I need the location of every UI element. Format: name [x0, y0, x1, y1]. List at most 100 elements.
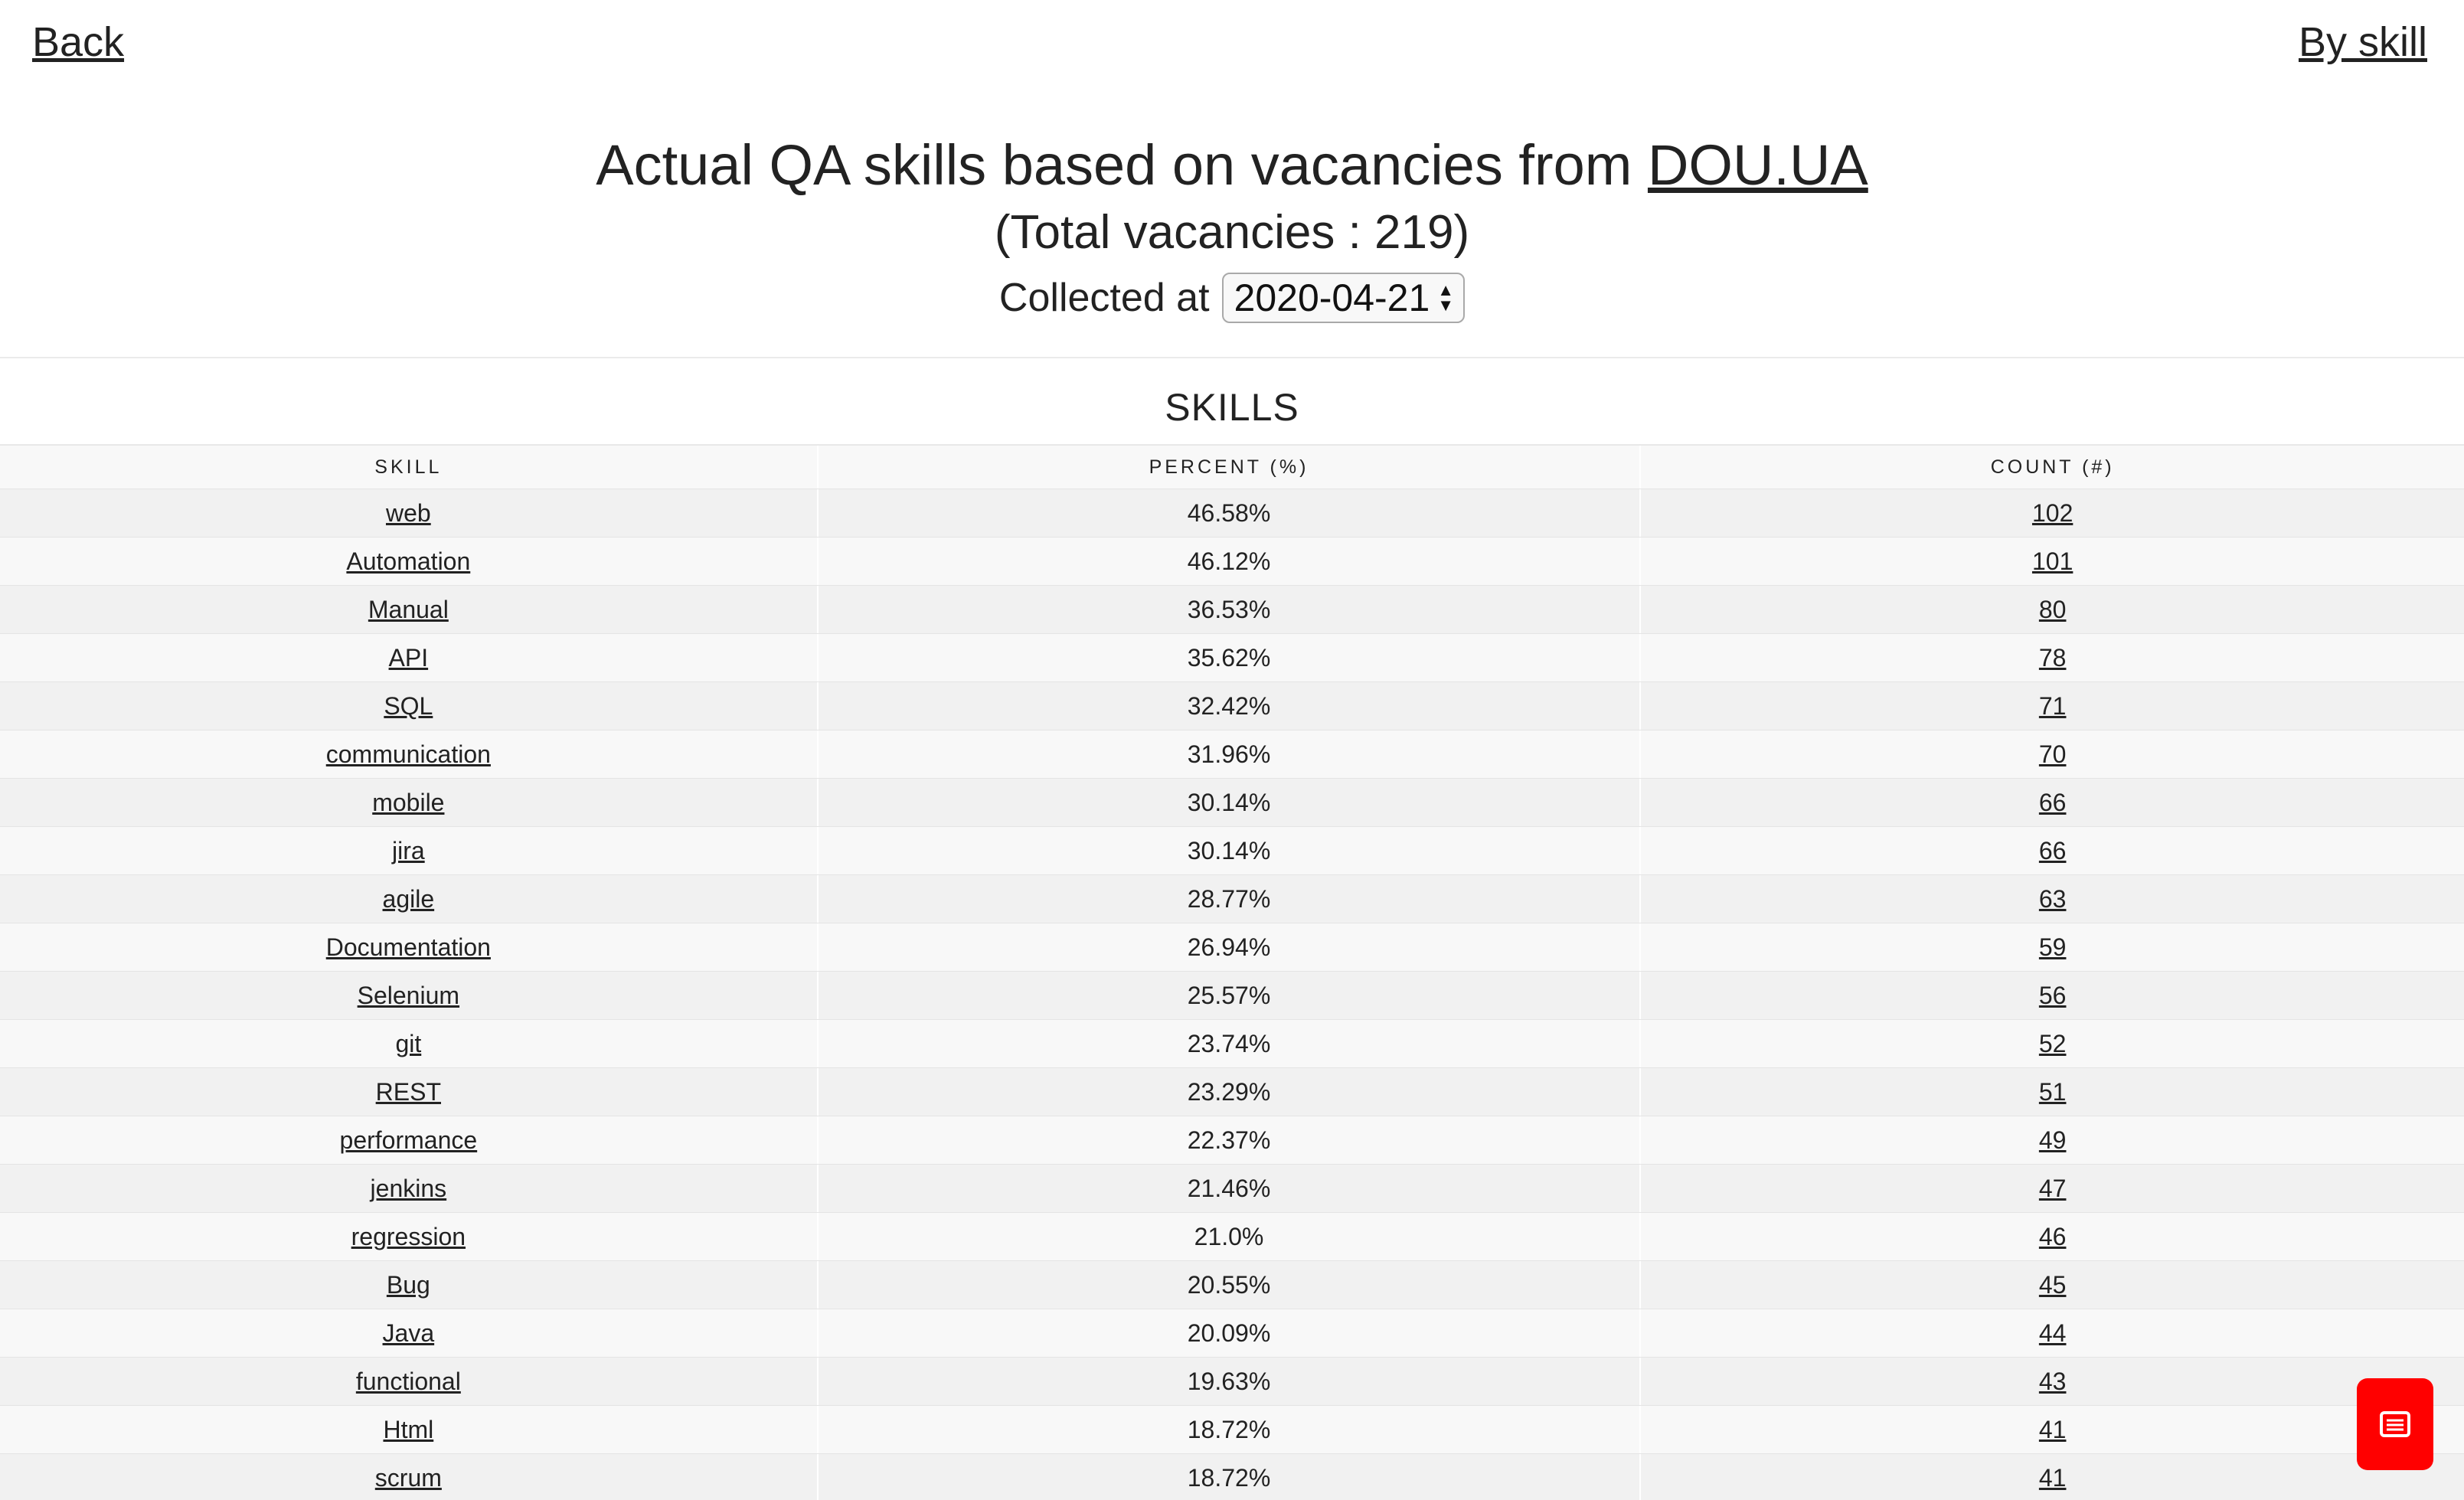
count-link[interactable]: 47 [2038, 1174, 2067, 1202]
percent-cell: 19.63% [819, 1358, 1642, 1405]
chat-button[interactable] [2357, 1378, 2433, 1470]
count-cell: 46 [1641, 1213, 2464, 1260]
count-cell: 56 [1641, 972, 2464, 1019]
count-cell: 101 [1641, 538, 2464, 585]
divider [0, 357, 2464, 358]
count-cell: 71 [1641, 682, 2464, 730]
skill-link[interactable]: jenkins [370, 1174, 447, 1202]
count-link[interactable]: 59 [2038, 933, 2067, 961]
count-link[interactable]: 44 [2038, 1319, 2067, 1347]
skill-link[interactable]: regression [351, 1222, 466, 1250]
count-cell: 52 [1641, 1020, 2464, 1067]
skill-link[interactable]: web [385, 498, 431, 527]
count-link[interactable]: 51 [2038, 1077, 2067, 1106]
skill-cell: Manual [0, 586, 819, 633]
table-row: Documentation 26.94% 59 [0, 923, 2464, 972]
table-row: performance 22.37% 49 [0, 1116, 2464, 1165]
skill-link[interactable]: REST [375, 1077, 441, 1106]
percent-cell: 21.0% [819, 1213, 1642, 1260]
table-row: regression 21.0% 46 [0, 1213, 2464, 1261]
table-body: web 46.58% 102 Automation 46.12% 101 Manual 36.… [0, 489, 2464, 1500]
column-header-skill: SKILL [0, 446, 819, 489]
skill-link[interactable]: Bug [386, 1270, 430, 1299]
skill-link[interactable]: git [395, 1029, 422, 1057]
count-link[interactable]: 45 [2038, 1270, 2067, 1299]
skill-link[interactable]: communication [325, 740, 491, 768]
count-link[interactable]: 41 [2038, 1463, 2067, 1492]
select-arrows-icon: ▲ ▼ [1437, 280, 1455, 315]
dou-link[interactable]: DOU.UA [1647, 133, 1868, 197]
date-select[interactable]: 2020-04-21 ▲ ▼ [1221, 273, 1466, 323]
back-link[interactable]: Back [32, 19, 125, 65]
percent-cell: 36.53% [819, 586, 1642, 633]
count-cell: 49 [1641, 1116, 2464, 1164]
count-link[interactable]: 66 [2038, 836, 2067, 864]
page-title: Actual QA skills based on vacancies from… [0, 130, 2464, 201]
count-link[interactable]: 56 [2038, 981, 2067, 1009]
table-row: Html 18.72% 41 [0, 1406, 2464, 1454]
skill-link[interactable]: functional [355, 1367, 461, 1395]
count-link[interactable]: 43 [2038, 1367, 2067, 1395]
percent-cell: 20.09% [819, 1309, 1642, 1357]
table-row: web 46.58% 102 [0, 489, 2464, 538]
skill-link[interactable]: Java [382, 1319, 435, 1347]
skill-cell: communication [0, 730, 819, 778]
count-link[interactable]: 102 [2031, 498, 2073, 527]
skill-link[interactable]: jira [392, 836, 425, 864]
skill-cell: Bug [0, 1261, 819, 1309]
skill-link[interactable]: scrum [374, 1463, 442, 1492]
by-skill-link[interactable]: By skill [2298, 19, 2427, 65]
count-cell: 43 [1641, 1358, 2464, 1405]
percent-cell: 30.14% [819, 779, 1642, 826]
skill-cell: web [0, 489, 819, 537]
percent-cell: 23.74% [819, 1020, 1642, 1067]
percent-cell: 26.94% [819, 923, 1642, 971]
table-row: jira 30.14% 66 [0, 827, 2464, 875]
skill-cell: agile [0, 875, 819, 923]
table-row: functional 19.63% 43 [0, 1358, 2464, 1406]
count-link[interactable]: 71 [2038, 691, 2067, 720]
skill-cell: scrum [0, 1454, 819, 1500]
skill-link[interactable]: SQL [384, 691, 433, 720]
percent-cell: 46.58% [819, 489, 1642, 537]
skill-cell: functional [0, 1358, 819, 1405]
count-cell: 102 [1641, 489, 2464, 537]
skill-cell: git [0, 1020, 819, 1067]
count-cell: 80 [1641, 586, 2464, 633]
count-link[interactable]: 80 [2038, 595, 2067, 623]
count-link[interactable]: 70 [2038, 740, 2067, 768]
skill-link[interactable]: performance [339, 1126, 478, 1154]
count-cell: 66 [1641, 779, 2464, 826]
skill-cell: mobile [0, 779, 819, 826]
collected-at: Collected at 2020-04-21 ▲ ▼ [0, 271, 2464, 325]
count-link[interactable]: 52 [2038, 1029, 2067, 1057]
skill-link[interactable]: Automation [346, 547, 471, 575]
count-link[interactable]: 49 [2038, 1126, 2067, 1154]
table-row: SQL 32.42% 71 [0, 682, 2464, 730]
skill-link[interactable]: Manual [368, 595, 449, 623]
skill-cell: regression [0, 1213, 819, 1260]
percent-cell: 22.37% [819, 1116, 1642, 1164]
count-link[interactable]: 78 [2038, 643, 2067, 672]
skill-cell: Html [0, 1406, 819, 1453]
count-link[interactable]: 66 [2038, 788, 2067, 816]
column-header-count: COUNT (#) [1990, 456, 2115, 478]
skill-link[interactable]: Selenium [357, 981, 460, 1009]
count-link[interactable]: 63 [2038, 884, 2067, 913]
count-link[interactable]: 101 [2031, 547, 2073, 575]
count-cell: 70 [1641, 730, 2464, 778]
skill-link[interactable]: API [388, 643, 429, 672]
column-header-percent: PERCENT (%) [819, 446, 1642, 489]
skill-link[interactable]: Documentation [325, 933, 491, 961]
skill-link[interactable]: agile [382, 884, 435, 913]
count-link[interactable]: 41 [2038, 1415, 2067, 1443]
skill-link[interactable]: mobile [372, 788, 445, 816]
skill-link[interactable]: Html [383, 1415, 434, 1443]
skill-cell: jira [0, 827, 819, 874]
percent-cell: 46.12% [819, 538, 1642, 585]
percent-cell: 32.42% [819, 682, 1642, 730]
count-link[interactable]: 46 [2038, 1222, 2067, 1250]
skill-cell: Automation [0, 538, 819, 585]
table-row: REST 23.29% 51 [0, 1068, 2464, 1116]
